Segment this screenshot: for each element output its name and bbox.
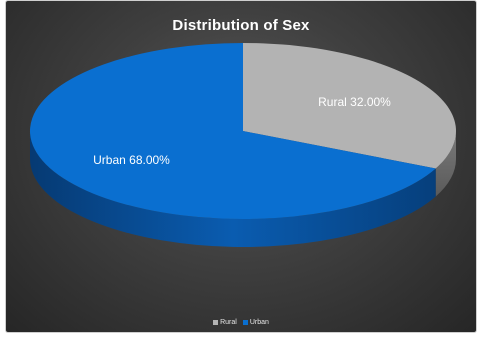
legend-entry-rural: Rural — [213, 319, 237, 326]
pie-side-urban — [30, 131, 436, 247]
legend-entry-urban: Urban — [242, 319, 269, 326]
legend-label-urban: Urban — [249, 319, 269, 326]
pie-slice-rural — [243, 43, 456, 169]
data-label-urban: Urban 68.00% — [93, 153, 170, 167]
legend-label-rural: Rural — [220, 319, 237, 326]
chart-area: Distribution of Sex Rural 32.00% Urban 68… — [6, 1, 476, 332]
chart-title: Distribution of Sex — [172, 17, 310, 34]
pie-chart: Rural 32.00% Urban 68.00% — [29, 43, 456, 247]
data-label-rural: Rural 32.00% — [318, 95, 391, 109]
pie-slice-urban — [29, 43, 436, 220]
legend: Rural Urban — [6, 319, 476, 326]
legend-swatch-urban — [242, 320, 248, 325]
pie-side-rural — [435, 131, 456, 197]
legend-swatch-rural — [213, 320, 219, 325]
